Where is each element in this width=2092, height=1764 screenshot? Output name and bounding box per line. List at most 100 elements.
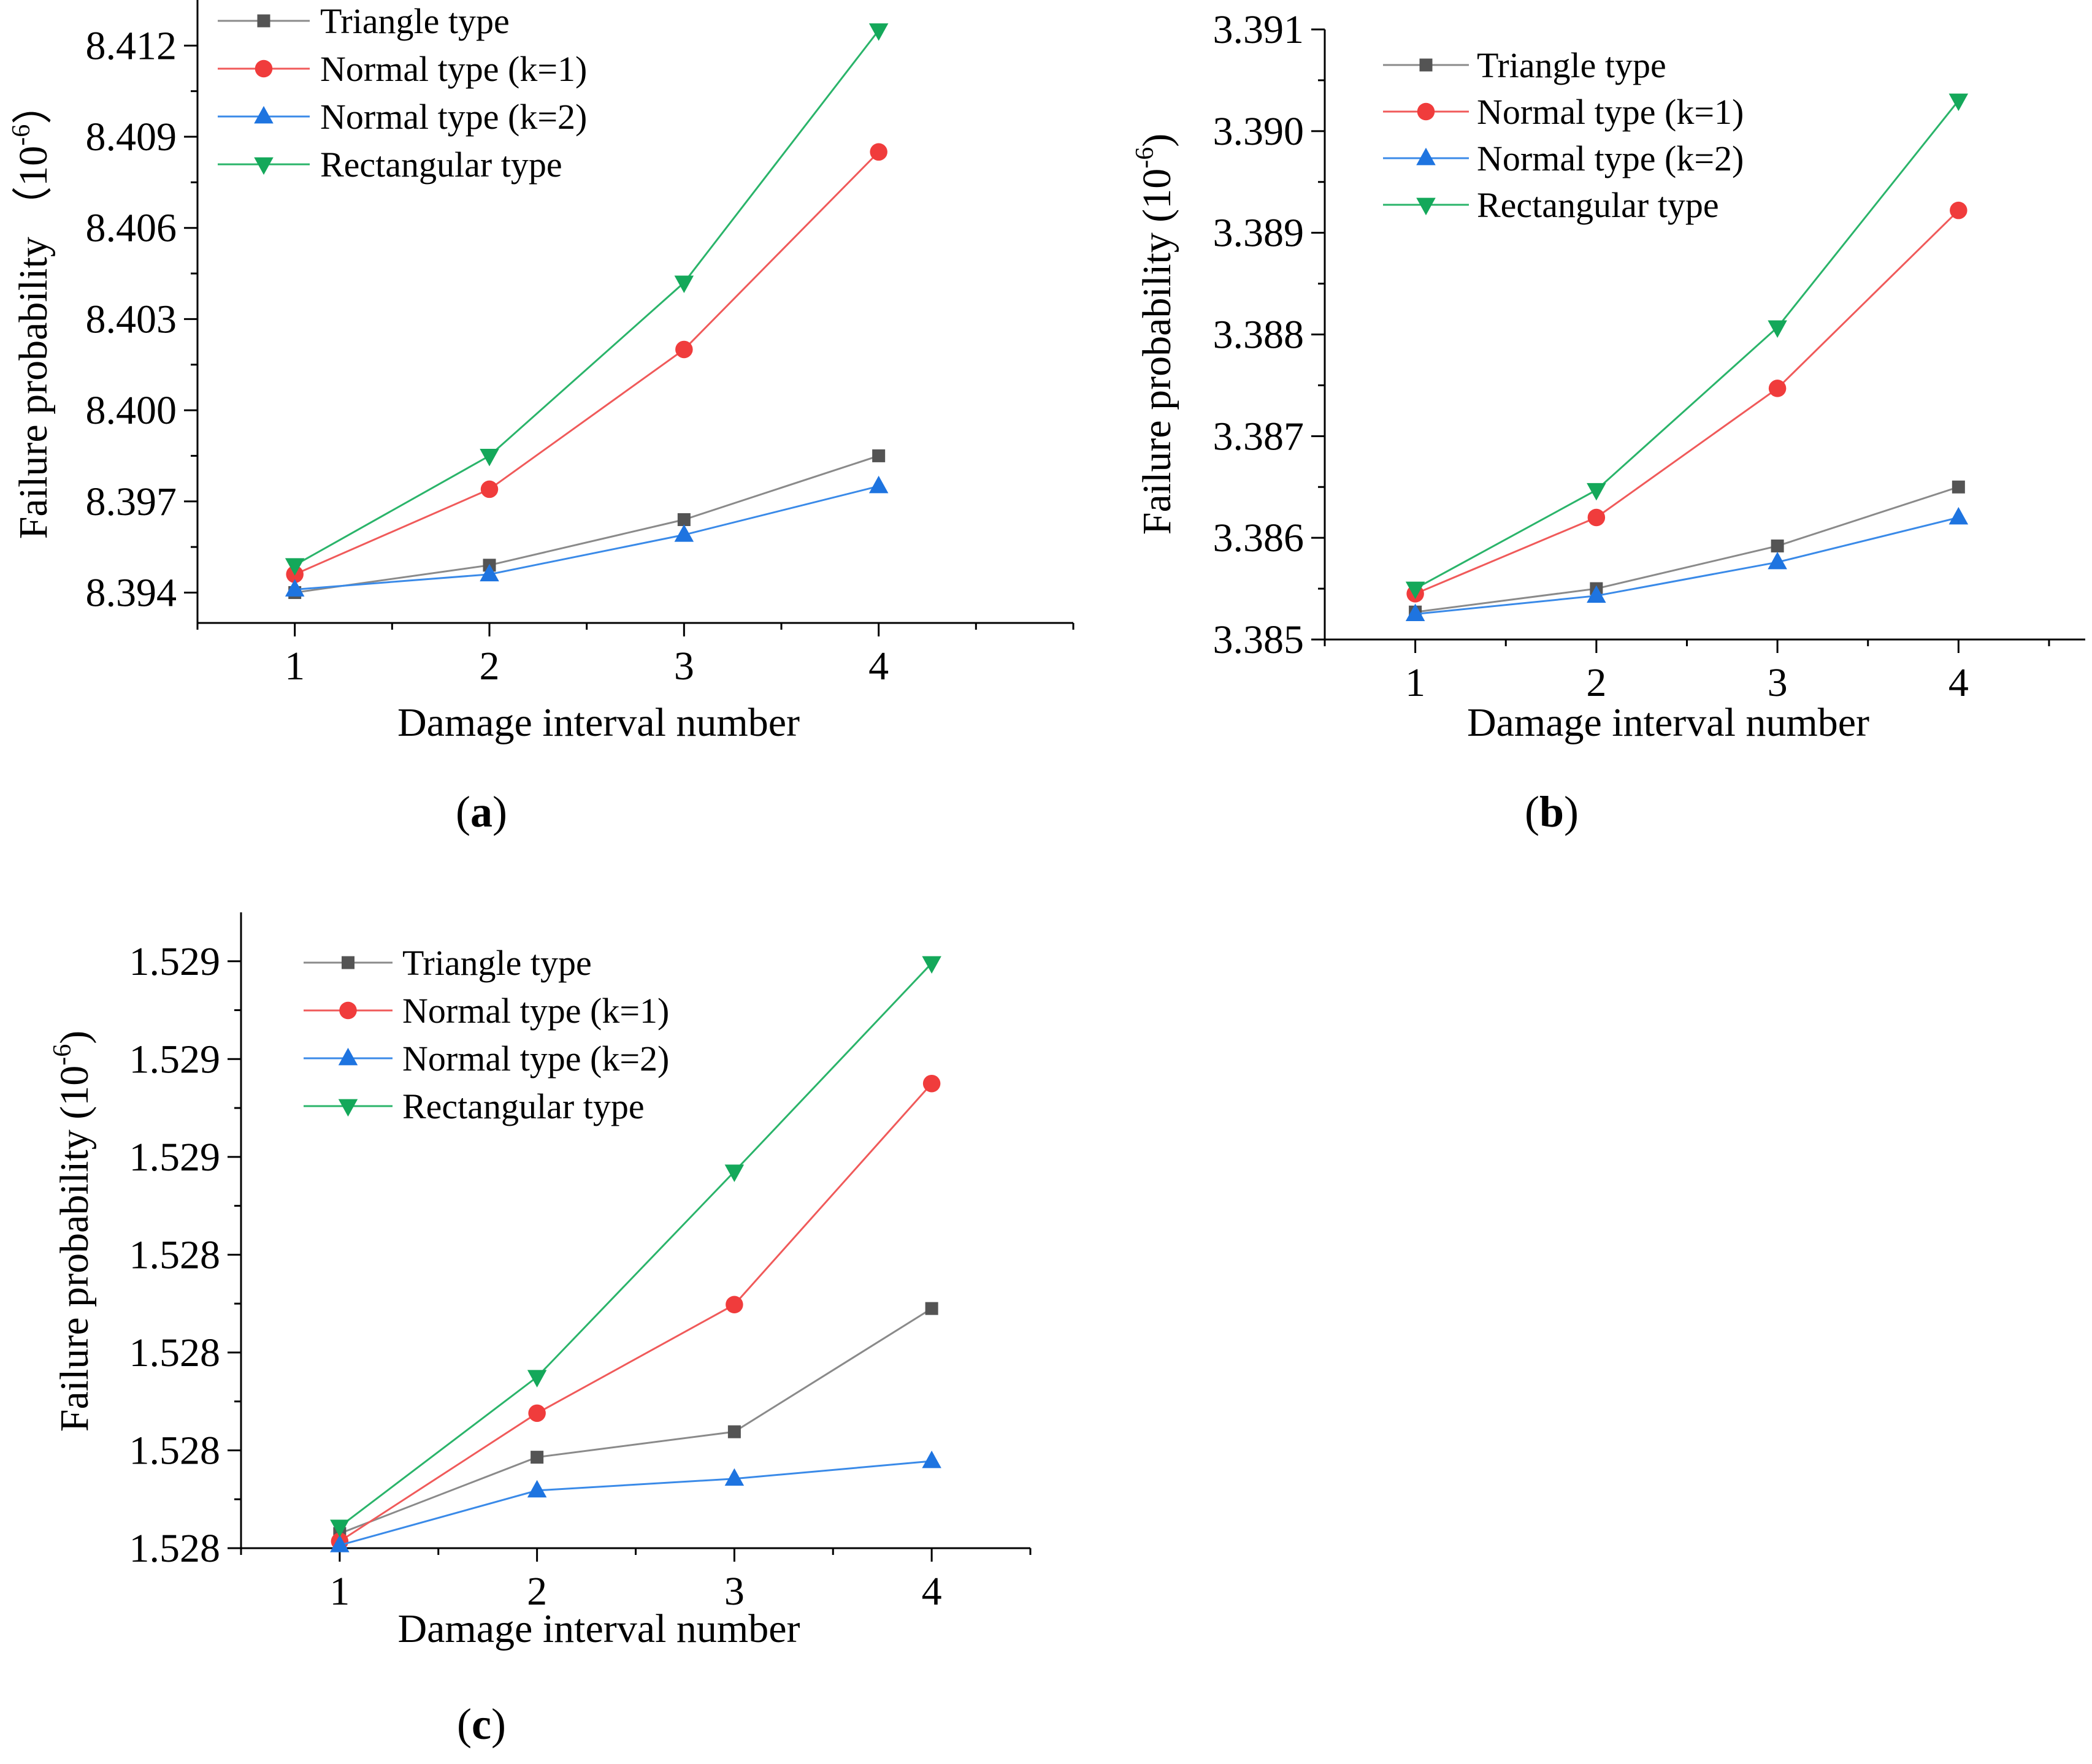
y-tick-label: 8.400 (86, 388, 177, 433)
x-tick-label: 2 (480, 644, 500, 689)
data-point (872, 449, 886, 462)
series-line-3 (339, 1460, 932, 1546)
legend-marker (255, 59, 273, 78)
data-point (480, 480, 499, 498)
legend-marker (338, 1099, 358, 1117)
legend-label: Triangle type (1477, 45, 1666, 85)
data-point (1952, 480, 1965, 494)
data-point (922, 1450, 941, 1468)
y-tick-label: 3.386 (1213, 516, 1305, 560)
series-line-1 (1415, 486, 1959, 613)
y-tick-label: 8.394 (86, 570, 177, 615)
x-tick-label: 2 (527, 1569, 547, 1614)
legend-label: Triangle type (402, 943, 592, 983)
data-point (675, 340, 693, 359)
y-tick-label: 1.528 (129, 1428, 221, 1473)
data-point (724, 1468, 745, 1486)
data-point (868, 475, 889, 494)
data-point (330, 1535, 350, 1552)
data-point (1587, 483, 1606, 501)
legend-label: Normal type (k=1) (320, 49, 587, 89)
chart-panel-a: 8.394 8.397 8.400 8.403 8.406 8.409 8.412 1 2 3 4 D… (7, 0, 1075, 836)
legend-label: Rectangular type (402, 1086, 645, 1126)
data-point (726, 1296, 743, 1313)
y-tick-label: 8.406 (86, 206, 177, 251)
data-point (527, 1370, 547, 1388)
legend-marker (1417, 102, 1435, 121)
legend-label: Rectangular type (320, 145, 562, 185)
legend-label: Normal type (k=1) (1477, 92, 1744, 132)
x-axis-label: Damage interval number (1467, 700, 1869, 745)
data-point (925, 1302, 938, 1315)
y-tick-label: 3.390 (1213, 109, 1305, 154)
series-line-2 (339, 1083, 933, 1543)
data-point (285, 558, 305, 576)
data-point (727, 1425, 741, 1438)
y-tick-label: 3.391 (1213, 7, 1305, 52)
legend-label: Normal type (k=2) (320, 97, 587, 137)
legend-marker (1419, 58, 1433, 72)
y-tick-label: 3.385 (1213, 617, 1305, 662)
y-axis-label: Failure probability (10-6) (1131, 134, 1179, 535)
y-tick-label: 3.387 (1213, 414, 1305, 459)
x-tick-label: 2 (1586, 660, 1606, 705)
y-tick-label: 3.389 (1213, 211, 1305, 256)
legend-marker (257, 14, 270, 28)
x-tick-label: 3 (724, 1569, 745, 1614)
series-line-4 (294, 29, 879, 567)
legend-marker (339, 1001, 357, 1020)
data-point (330, 1519, 350, 1538)
y-axis-label: Failure probability （10-6） (7, 84, 56, 540)
data-point (480, 449, 499, 467)
legend-marker (1416, 197, 1436, 216)
series-line-3 (1415, 516, 1959, 616)
data-point (1948, 506, 1969, 525)
data-point (674, 275, 694, 294)
x-tick-label: 4 (868, 644, 889, 689)
series-line-4 (339, 962, 933, 1528)
panel-label: (b) (1525, 787, 1579, 836)
x-tick-label: 1 (329, 1569, 350, 1614)
data-point (480, 563, 499, 582)
series-line-4 (1414, 100, 1960, 590)
legend-marker (254, 157, 274, 175)
legend: Triangle type Normal type (k=1) Normal typ… (1383, 45, 1744, 225)
x-axis-label: Damage interval number (397, 700, 800, 745)
data-point (1405, 603, 1425, 621)
panel-label: (c) (457, 1700, 506, 1749)
y-axis-label: Failure probability (10-6) (48, 1031, 97, 1432)
data-point (285, 579, 305, 597)
data-point (1768, 551, 1787, 570)
legend-marker (1416, 147, 1436, 166)
data-point (868, 23, 889, 41)
data-point (1771, 539, 1784, 552)
data-point (674, 524, 694, 542)
legend-marker (342, 956, 354, 969)
y-tick-label: 1.528 (129, 1526, 221, 1571)
x-tick-label: 4 (922, 1569, 942, 1614)
data-point (1950, 201, 1967, 220)
y-tick-label: 1.528 (129, 1331, 221, 1375)
legend-label: Normal type (k=2) (402, 1039, 669, 1079)
data-point (1768, 320, 1787, 338)
y-tick-label: 1.529 (129, 1135, 221, 1180)
data-point (870, 143, 887, 161)
x-tick-label: 3 (1768, 660, 1788, 705)
panel-label: (a) (456, 787, 507, 836)
y-tick-label: 1.529 (129, 1037, 221, 1082)
legend-label: Normal type (k=2) (1477, 139, 1744, 178)
legend-label: Triangle type (320, 1, 510, 41)
x-tick-label: 1 (1405, 660, 1425, 705)
y-tick-label: 8.409 (86, 115, 177, 159)
series-line-1 (339, 1307, 932, 1535)
data-point (1587, 508, 1606, 527)
data-point (527, 1480, 547, 1498)
data-point (1587, 585, 1606, 603)
chart-panel-c: 1.528 1.528 1.528 1.528 1.529 1.529 1.529 1 2 3 4 D… (48, 912, 1032, 1749)
data-point (531, 1451, 544, 1464)
data-point (922, 1074, 941, 1093)
y-tick-label: 8.412 (86, 23, 177, 68)
y-tick-label: 3.388 (1213, 313, 1305, 357)
data-point (724, 1164, 745, 1182)
